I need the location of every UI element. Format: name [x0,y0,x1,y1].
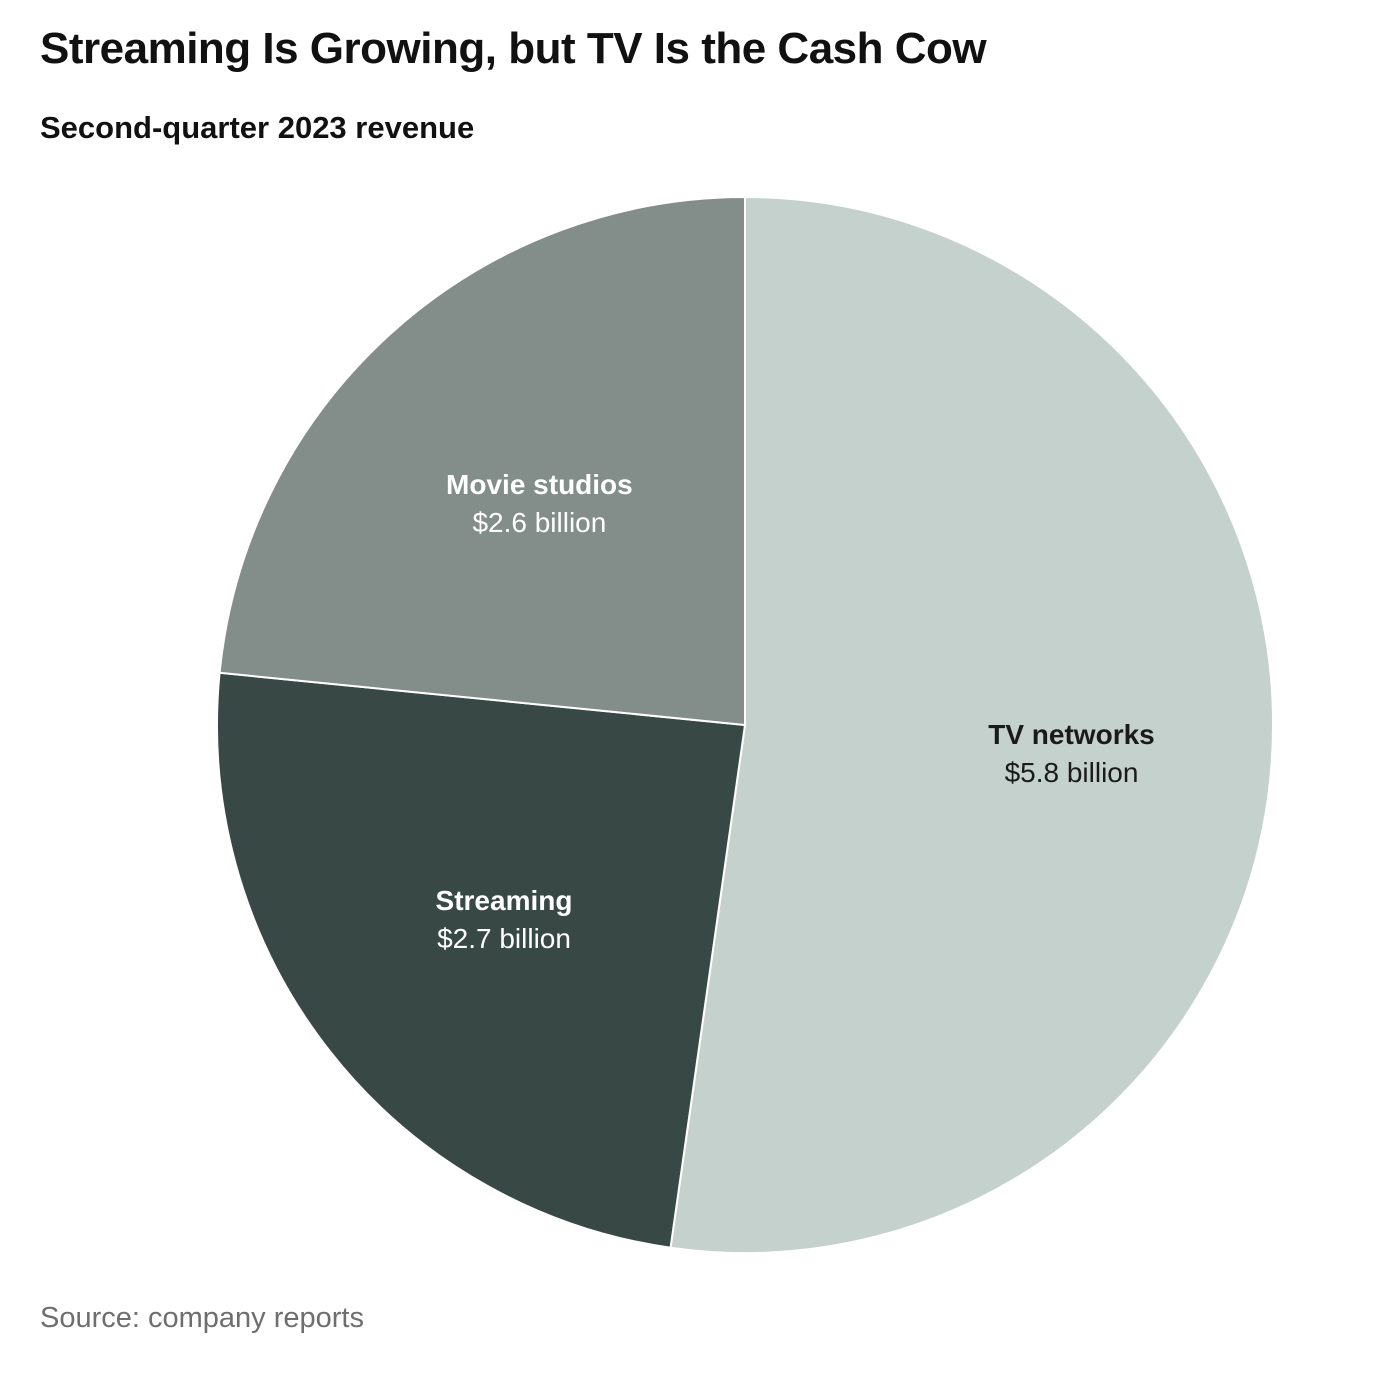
pie-labels: TV networks $5.8 billion Streaming $2.7 bil… [436,469,1155,954]
slice-label-streaming: Streaming [436,885,573,916]
slice-label-movie-studios: Movie studios [446,469,633,500]
pie-slices [216,195,1274,1254]
pie-slice-tv-networks [669,195,1274,1254]
slice-value-tv-networks: $5.8 billion [1005,757,1139,788]
pie-slice-streaming [216,671,747,1249]
pie-slice-movie-studios [218,195,746,727]
slice-label-tv-networks: TV networks [988,719,1154,750]
slice-value-streaming: $2.7 billion [437,923,571,954]
slice-value-movie-studios: $2.6 billion [472,507,606,538]
chart-title: Streaming Is Growing, but TV Is the Cash… [40,24,987,73]
source-note: Source: company reports [40,1302,364,1334]
chart-subtitle: Second-quarter 2023 revenue [40,110,475,145]
